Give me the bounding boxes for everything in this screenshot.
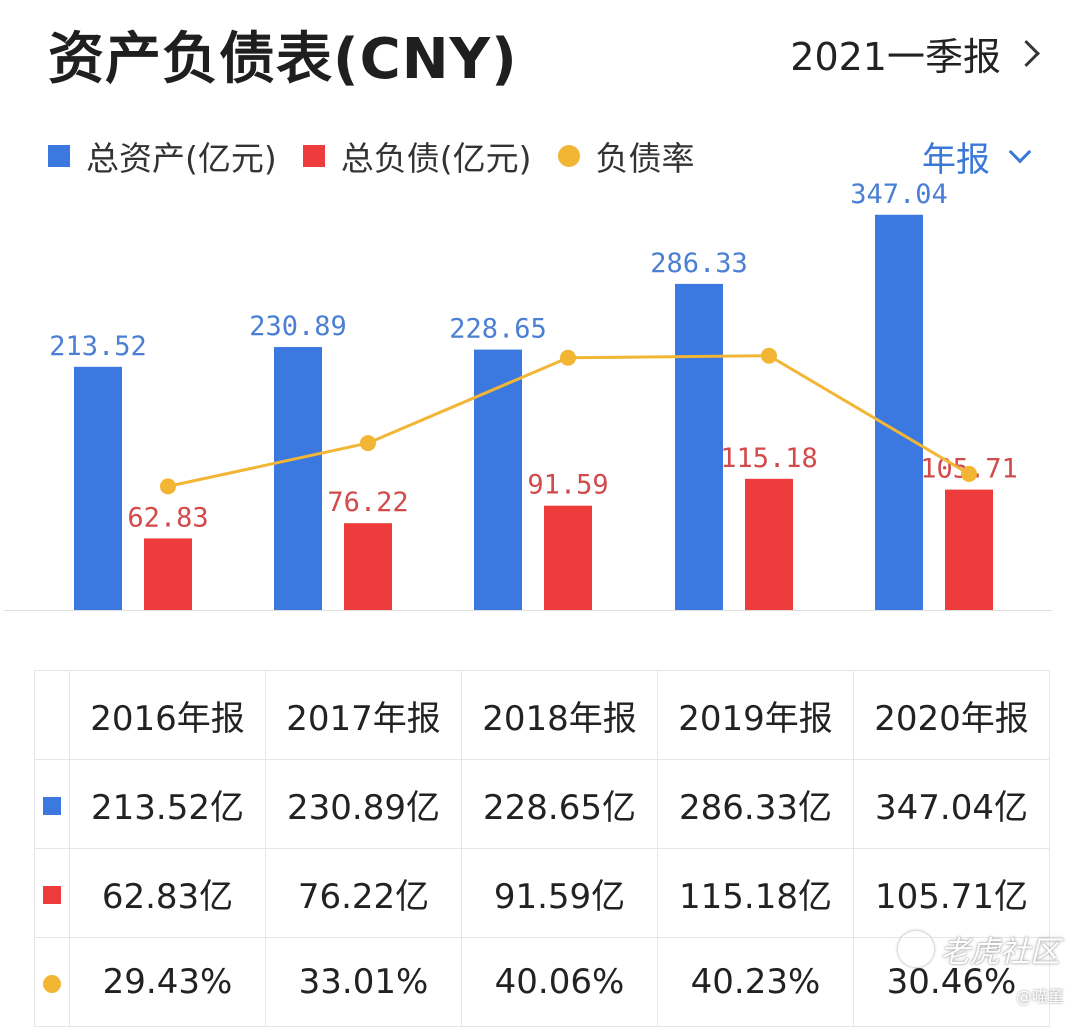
- red-square-icon: [302, 145, 325, 167]
- table-cell: 76.22亿: [265, 848, 462, 938]
- table-header-cell: 2020年报: [853, 670, 1050, 760]
- table-cell: 40.06%: [461, 937, 658, 1027]
- legend-label-ratio: 负债率: [595, 139, 695, 178]
- data-label-assets: 228.65: [449, 314, 547, 345]
- period-selector[interactable]: 2021一季报: [790, 26, 1040, 81]
- point-debt-ratio: [761, 347, 777, 364]
- table-cell: 228.65亿: [461, 759, 658, 849]
- table-cell: 230.89亿: [265, 759, 462, 849]
- bar-liabilities: [945, 489, 993, 610]
- table-cell: 115.18亿: [657, 848, 854, 938]
- table-cell: 40.23%: [657, 937, 854, 1027]
- table-cell: 91.59亿: [461, 848, 658, 938]
- table-cell: 30.46%: [853, 937, 1050, 1027]
- bar-liabilities: [144, 538, 192, 610]
- data-label-assets: 230.89: [249, 311, 347, 342]
- orange-dot-icon: [557, 145, 580, 167]
- legend-label-liabilities: 总负债(亿元): [340, 139, 532, 178]
- table-corner-cell: [34, 670, 70, 760]
- table-cell: 213.52亿: [69, 759, 266, 849]
- table-cell: 62.83亿: [69, 848, 266, 938]
- tiger-logo-icon: [898, 931, 934, 967]
- watermark-text: 老虎社区: [940, 935, 1060, 970]
- point-debt-ratio: [560, 349, 576, 366]
- table-header-row: 2016年报 2017年报 2018年报 2019年报 2020年报: [34, 670, 1050, 760]
- table-cell: 33.01%: [265, 937, 462, 1027]
- table-cell: 347.04亿: [853, 759, 1050, 849]
- watermark: 老虎社区: [898, 927, 1060, 971]
- chart-legend: 总资产(亿元) 总负债(亿元) 负债率: [48, 132, 721, 180]
- data-label-liabilities: 76.22: [327, 487, 408, 518]
- table-row-assets: 213.52亿 230.89亿 228.65亿 286.33亿 347.04亿: [34, 759, 1050, 849]
- legend-item-liabilities[interactable]: 总负债(亿元): [302, 132, 532, 180]
- orange-dot-icon: [43, 975, 61, 993]
- table-cell: 286.33亿: [657, 759, 854, 849]
- bar-assets: [875, 214, 923, 610]
- data-label-assets: 347.04: [850, 179, 948, 210]
- table-row-liabilities: 62.83亿 76.22亿 91.59亿 115.18亿 105.71亿: [34, 848, 1050, 938]
- table-row-icon-cell: [34, 848, 70, 938]
- frequency-label: 年报: [922, 140, 990, 180]
- point-debt-ratio: [160, 478, 176, 495]
- watermark-handle: @喵董: [1015, 987, 1064, 1006]
- table-header-cell: 2016年报: [69, 670, 266, 760]
- period-label: 2021一季报: [790, 35, 1001, 79]
- data-table: 2016年报 2017年报 2018年报 2019年报 2020年报 213.5…: [34, 670, 1050, 1027]
- blue-square-icon: [48, 145, 70, 167]
- data-label-liabilities: 91.59: [527, 470, 608, 501]
- point-debt-ratio: [961, 465, 977, 482]
- table-row-icon-cell: [34, 759, 70, 849]
- table-row-icon-cell: [34, 937, 70, 1027]
- table-header-cell: 2017年报: [265, 670, 462, 760]
- red-square-icon: [43, 886, 61, 904]
- page-title: 资产负债表(CNY): [48, 27, 518, 92]
- table-cell: 105.71亿: [853, 848, 1050, 938]
- blue-square-icon: [43, 797, 61, 815]
- bar-assets: [74, 366, 122, 610]
- data-label-liabilities: 62.83: [127, 502, 208, 533]
- data-label-assets: 213.52: [49, 331, 147, 362]
- bar-line-chart: 213.52 62.83 230.89 76.22 228.65 91.59 286.33 1…: [4, 179, 1052, 611]
- point-debt-ratio: [360, 435, 376, 452]
- data-label-liabilities: 115.18: [720, 443, 818, 474]
- legend-item-assets[interactable]: 总资产(亿元): [48, 132, 277, 180]
- data-label-assets: 286.33: [650, 248, 748, 279]
- bar-liabilities: [745, 478, 793, 610]
- frequency-dropdown[interactable]: 年报: [922, 132, 1032, 181]
- bar-liabilities: [344, 523, 392, 610]
- table-header-cell: 2018年报: [461, 670, 658, 760]
- legend-label-assets: 总资产(亿元): [86, 139, 277, 178]
- table-cell: 29.43%: [69, 937, 266, 1027]
- bar-assets: [675, 283, 723, 610]
- bar-liabilities: [544, 505, 592, 610]
- legend-item-ratio[interactable]: 负债率: [557, 132, 695, 180]
- bar-assets: [274, 347, 322, 610]
- table-header-cell: 2019年报: [657, 670, 854, 760]
